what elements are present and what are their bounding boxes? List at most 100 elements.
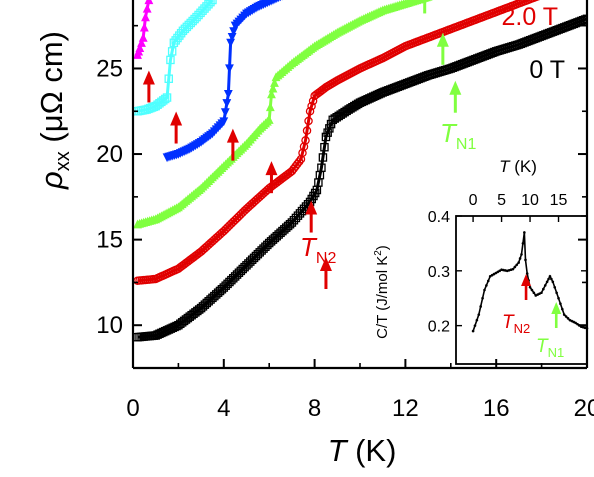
data-point: [323, 128, 332, 137]
main-y-tick-label: 25: [96, 55, 123, 82]
inset-data-point: [488, 274, 492, 278]
data-point: [135, 43, 145, 53]
label-0T: 0 T: [529, 56, 565, 84]
arrow-head: [265, 161, 278, 176]
data-point: [225, 64, 234, 74]
data-point: [298, 148, 307, 158]
data-point: [320, 142, 329, 152]
inset-data-point: [557, 296, 560, 300]
data-point: [526, 0, 535, 4]
inset-data-point: [490, 273, 494, 277]
transition-arrow: [265, 161, 278, 194]
data-point: [321, 132, 331, 142]
data-point: [275, 0, 279, 4]
inset-data-point: [477, 313, 481, 316]
inset-arrow: [521, 274, 532, 300]
inset-x-tick-label: 15: [550, 192, 568, 209]
label-TN1-inset: TN1: [536, 336, 564, 360]
data-point: [299, 142, 309, 151]
inset-y-tick-label: 0.4: [428, 209, 450, 226]
transition-arrow: [423, 0, 427, 14]
data-point: [166, 55, 175, 65]
arrow-head: [305, 200, 318, 215]
data-point: [296, 154, 306, 164]
data-point: [524, 0, 533, 5]
data-point: [164, 74, 174, 83]
arrow-head: [449, 80, 462, 95]
inset-data-point: [471, 329, 475, 333]
data-point: [208, 0, 217, 5]
inset-data-point: [481, 296, 484, 300]
inset-data-point: [492, 272, 496, 276]
inset-data-point: [517, 261, 520, 264]
main-x-tick-label: 0: [126, 395, 139, 422]
inset-data-point: [475, 318, 479, 322]
arrow-head: [142, 70, 155, 85]
main-x-tick-label: 20: [574, 395, 594, 422]
main-x-axis-title: T (K): [328, 433, 397, 468]
data-point: [277, 0, 280, 3]
data-point: [317, 163, 326, 172]
data-point: [268, 83, 278, 93]
inset-data-point: [574, 321, 577, 325]
transition-arrow: [170, 111, 183, 144]
inset-data-point: [555, 291, 558, 295]
data-point: [137, 38, 146, 47]
data-point: [307, 101, 316, 111]
inset-data-point: [525, 272, 529, 275]
inset-data-point: [511, 267, 515, 271]
main-x-tick-label: 8: [308, 395, 321, 422]
inset-data-point: [486, 279, 490, 283]
data-point: [160, 94, 170, 104]
inset-data-point: [496, 270, 500, 274]
data-point: [304, 116, 313, 126]
inset-data-point: [485, 284, 488, 287]
data-point: [302, 126, 312, 135]
transition-arrow: [226, 128, 239, 161]
inset-data-point: [518, 257, 522, 260]
arrow-head: [170, 111, 183, 126]
data-point: [301, 136, 310, 145]
data-point: [264, 115, 274, 124]
inset-frame: [455, 215, 588, 365]
data-point: [518, 0, 527, 7]
data-point: [142, 3, 152, 13]
inset-x-tick-label: 0: [469, 192, 478, 209]
inset-x-tick-label: 10: [521, 192, 539, 209]
inset-data-point: [566, 317, 570, 320]
inset-data-point: [550, 277, 553, 281]
data-point: [294, 157, 304, 166]
transition-arrow: [319, 257, 332, 290]
arrow-head: [319, 257, 332, 272]
data-point: [220, 108, 230, 118]
label-TN1-main: TN1: [440, 118, 476, 153]
data-point: [162, 93, 172, 102]
main-x-tick-label: 12: [392, 395, 419, 422]
label-TN2-inset: TN2: [502, 312, 530, 336]
series-2: [133, 0, 433, 229]
inset-data-point: [551, 280, 555, 284]
data-point: [516, 0, 526, 7]
data-point: [530, 0, 538, 2]
inset-data-point: [564, 315, 568, 318]
data-point: [308, 96, 318, 106]
inset-data-point: [532, 291, 536, 295]
inset-data-point: [553, 285, 557, 289]
inset-data-point: [547, 277, 550, 281]
inset-data-point: [528, 285, 532, 289]
axes-group: 0 4 8 12 16 20 10 15 20 25: [96, 0, 594, 422]
inset-data-point: [513, 265, 517, 269]
inset-x-axis-title: T (K): [499, 157, 537, 176]
inset-arrow: [551, 302, 562, 328]
main-y-tick-label: 15: [96, 227, 123, 254]
inset-x-tick-label: 5: [497, 192, 506, 209]
main-y-axis-title: ρxx (μΩ cm): [34, 31, 74, 190]
series-0: [133, 14, 587, 342]
inset-data-point: [479, 305, 482, 308]
data-point: [139, 22, 149, 32]
series-3: [162, 0, 283, 163]
inset-data-point: [498, 269, 501, 273]
inset-data-point: [521, 242, 525, 245]
inset-data-point: [524, 258, 527, 262]
